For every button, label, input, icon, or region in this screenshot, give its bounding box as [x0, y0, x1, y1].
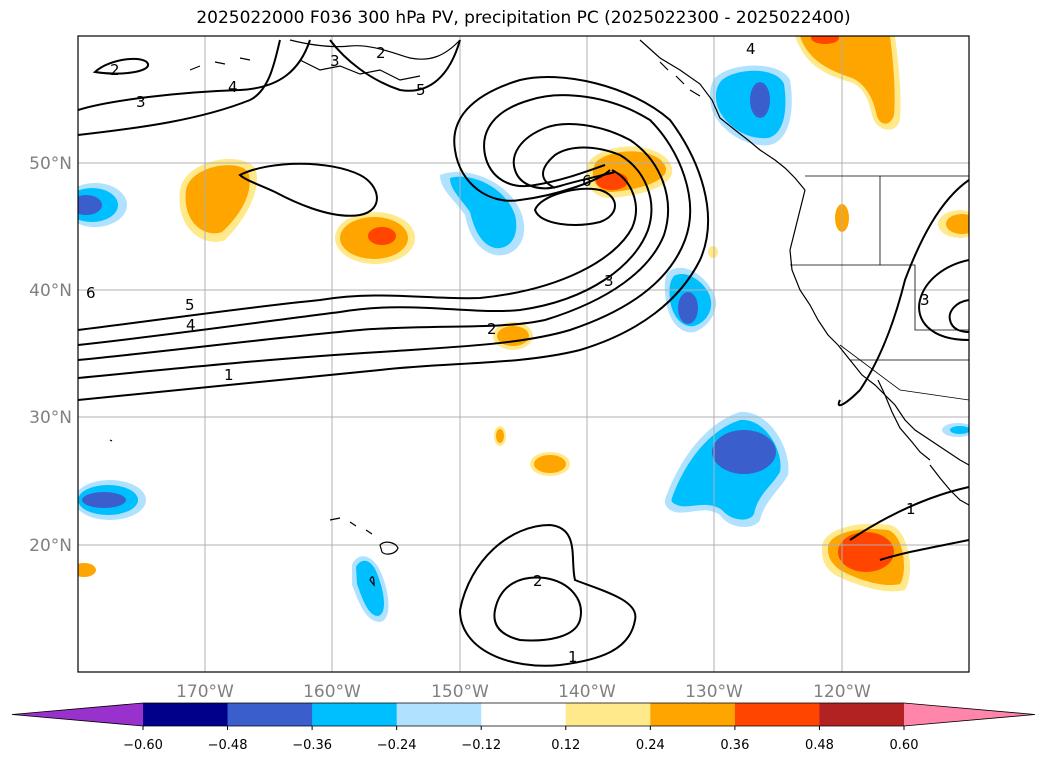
pv-contour-label: 4	[228, 78, 238, 96]
pv-contour-label: 5	[185, 296, 195, 314]
lon-labels: 170°W 160°W 150°W 140°W 130°W 120°W	[176, 682, 871, 702]
pv-contour-label: 4	[186, 316, 196, 334]
colorbar-extend-high	[904, 703, 1035, 726]
colorbar-segment	[819, 703, 905, 726]
baja-coast	[877, 379, 931, 461]
colorbar-extend-low	[12, 703, 143, 726]
colorbar-segment	[227, 703, 313, 726]
pv-contour-label: 4	[746, 40, 756, 58]
pv-contour-label: 3	[604, 272, 614, 290]
pv-contour-label: 3	[136, 93, 146, 111]
colorbar-tick-label: 0.24	[636, 738, 665, 753]
colorbar-tick-label: 0.60	[890, 738, 919, 753]
lat-label: 20°N	[29, 536, 72, 556]
lat-label: 40°N	[29, 281, 72, 301]
colorbar-tick-label: −0.12	[461, 738, 501, 753]
pv-contours	[78, 39, 969, 667]
pv-contour-label: 6	[582, 172, 592, 190]
lon-label: 170°W	[176, 682, 234, 702]
colorbar-segment	[312, 703, 398, 726]
lat-label: 50°N	[29, 154, 72, 174]
colorbar-tick-label: −0.60	[123, 738, 163, 753]
pv-contour-label: 1	[568, 648, 578, 666]
lon-label: 120°W	[813, 682, 871, 702]
gridlines	[78, 36, 969, 672]
borders	[790, 175, 969, 401]
colorbar-tick-label: −0.36	[292, 738, 332, 753]
lon-label: 160°W	[303, 682, 361, 702]
lon-label: 130°W	[685, 682, 743, 702]
pv-contour-label: 1	[906, 500, 916, 518]
colorbar-tick-label: −0.24	[377, 738, 417, 753]
lat-labels: 50°N 40°N 30°N 20°N	[29, 154, 72, 556]
colorbar-segment	[650, 703, 736, 726]
pv-contour-label: 6	[86, 284, 96, 302]
pv-contour-label: 5	[416, 81, 426, 99]
map-area	[78, 36, 969, 672]
colorbar-segment	[143, 703, 229, 726]
lon-label: 140°W	[558, 682, 616, 702]
colorbar-tick-label: 0.48	[805, 738, 834, 753]
colorbar-tick-label: 0.36	[720, 738, 749, 753]
colorbar-segment	[565, 703, 651, 726]
lat-label: 30°N	[29, 408, 72, 428]
colorbar-segment	[734, 703, 820, 726]
pv-contour-label: 2	[533, 572, 543, 590]
colorbar-tick-label: 0.12	[551, 738, 580, 753]
colorbar-segment	[396, 703, 482, 726]
pv-contour-label: 1	[224, 366, 234, 384]
pv-contour-label: 3	[920, 291, 930, 309]
pv-contour-label: 2	[487, 320, 497, 338]
hawaii-islands	[329, 517, 399, 587]
lon-label: 150°W	[431, 682, 489, 702]
pv-contour-label: 2	[110, 61, 120, 79]
pv-contour-label: 3	[330, 52, 340, 70]
precip-pos-anomaly	[78, 563, 96, 577]
map-frame	[77, 35, 970, 673]
precip-shading	[78, 36, 969, 622]
colorbar-tick-label: −0.48	[208, 738, 248, 753]
colorbar-segment	[481, 703, 567, 726]
pv-contour-label: 2	[376, 44, 386, 62]
map-title: 2025022000 F036 300 hPa PV, precipitatio…	[196, 8, 851, 28]
pv-contour-labels: 2 3 4 5 3 2 5 4 1 2 3 6 4 6 1 2 1 3	[86, 40, 930, 666]
colorbar: −0.60 −0.48 −0.36 −0.24 −0.12 0.12 0.24 0.36 0.4…	[11, 702, 1036, 753]
